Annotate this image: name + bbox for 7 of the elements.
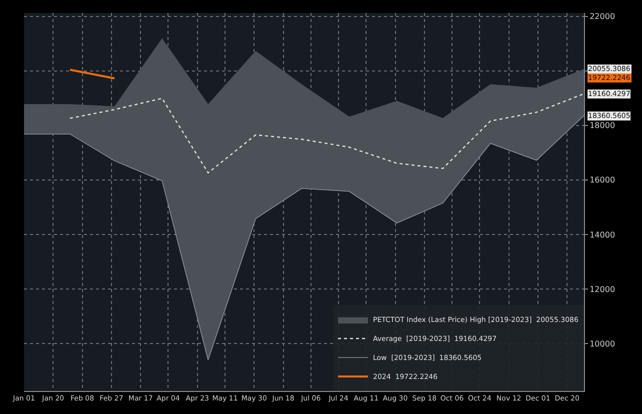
y-tick-label: 22000 [590, 12, 616, 22]
y-tick-label: 18000 [590, 121, 616, 130]
y-tick-label: 12000 [590, 284, 616, 294]
y-tick-label: 10000 [590, 339, 616, 348]
line-series [69, 93, 584, 174]
y-tick-label: 14000 [590, 230, 616, 240]
y-tick-label: 16000 [590, 176, 616, 185]
